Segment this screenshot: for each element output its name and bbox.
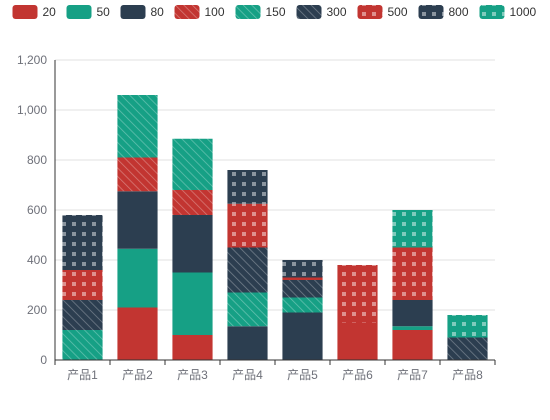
bar-segment-80[interactable] bbox=[227, 326, 268, 360]
bar-segment-80[interactable] bbox=[117, 191, 158, 249]
bar-segment-500[interactable] bbox=[62, 270, 103, 300]
bar-segment-80[interactable] bbox=[172, 215, 213, 273]
legend-item-150[interactable]: 150 bbox=[235, 5, 286, 19]
legend-label: 50 bbox=[97, 5, 111, 19]
bar-segment-20[interactable] bbox=[117, 307, 158, 361]
y-tick-label: 1,200 bbox=[17, 53, 47, 67]
legend-item-50[interactable]: 50 bbox=[66, 5, 111, 19]
bar-segment-500[interactable] bbox=[337, 265, 378, 323]
bar-segment-100[interactable] bbox=[172, 190, 213, 215]
bar-segment-500[interactable] bbox=[282, 277, 323, 281]
bar-segment-50[interactable] bbox=[117, 248, 158, 308]
legend-item-300[interactable]: 300 bbox=[296, 5, 347, 19]
legend-label: 20 bbox=[43, 5, 57, 19]
legend-label: 300 bbox=[327, 5, 347, 19]
bar-segment-800[interactable] bbox=[282, 260, 323, 278]
legend-item-100[interactable]: 100 bbox=[174, 5, 225, 19]
legend-swatch bbox=[66, 5, 92, 19]
bar-segment-80[interactable] bbox=[392, 300, 433, 327]
bar-segment-150[interactable] bbox=[227, 292, 268, 327]
bar-segment-150[interactable] bbox=[172, 138, 213, 190]
legend-item-500[interactable]: 500 bbox=[357, 5, 408, 19]
bar-segment-80[interactable] bbox=[282, 312, 323, 361]
chart-bars bbox=[62, 95, 488, 361]
bar-segment-20[interactable] bbox=[337, 322, 378, 361]
bar-segment-20[interactable] bbox=[172, 335, 213, 360]
x-tick-label: 产品6 bbox=[342, 368, 373, 382]
bar-segment-150[interactable] bbox=[62, 330, 103, 360]
bar-segment-300[interactable] bbox=[227, 247, 268, 293]
legend-swatch bbox=[12, 5, 38, 19]
x-tick-label: 产品5 bbox=[287, 368, 318, 382]
bar-segment-1000[interactable] bbox=[447, 315, 488, 338]
y-tick-label: 200 bbox=[27, 303, 47, 317]
bar-segment-800[interactable] bbox=[227, 170, 268, 204]
bar-segment-150[interactable] bbox=[117, 95, 158, 158]
y-tick-label: 800 bbox=[27, 153, 47, 167]
legend-label: 500 bbox=[388, 5, 408, 19]
x-tick-label: 产品8 bbox=[452, 368, 483, 382]
legend-item-20[interactable]: 20 bbox=[12, 5, 57, 19]
legend-swatch bbox=[479, 5, 505, 19]
x-tick-label: 产品2 bbox=[122, 368, 153, 382]
legend-label: 1000 bbox=[510, 5, 537, 19]
bar-segment-20[interactable] bbox=[392, 330, 433, 360]
bar-segment-300[interactable] bbox=[447, 337, 488, 361]
bar-segment-150[interactable] bbox=[282, 297, 323, 313]
legend-item-1000[interactable]: 1000 bbox=[479, 5, 537, 19]
y-tick-label: 400 bbox=[27, 253, 47, 267]
bar-segment-500[interactable] bbox=[392, 247, 433, 301]
x-tick-label: 产品1 bbox=[67, 368, 98, 382]
x-tick-label: 产品7 bbox=[397, 368, 428, 382]
legend-label: 150 bbox=[266, 5, 286, 19]
legend-item-80[interactable]: 80 bbox=[120, 5, 165, 19]
bar-segment-500[interactable] bbox=[227, 203, 268, 248]
legend-label: 800 bbox=[449, 5, 469, 19]
bar-segment-300[interactable] bbox=[62, 300, 103, 330]
legend-swatch bbox=[120, 5, 146, 19]
legend-item-800[interactable]: 800 bbox=[418, 5, 469, 19]
y-tick-label: 600 bbox=[27, 203, 47, 217]
x-tick-label: 产品4 bbox=[232, 368, 263, 382]
y-tick-label: 0 bbox=[40, 353, 47, 367]
chart-legend[interactable]: 20 50 80 100 150 300 500 800 1000 bbox=[12, 5, 537, 19]
bar-segment-1000[interactable] bbox=[392, 210, 433, 248]
bar-segment-100[interactable] bbox=[117, 157, 158, 192]
chart-axes: 0 200 400 600 800 1,000 1,200 产品1 产品2 产品3 产品4 产品5 产品… bbox=[17, 53, 496, 382]
legend-swatch bbox=[296, 5, 322, 19]
legend-swatch bbox=[357, 5, 383, 19]
bar-segment-300[interactable] bbox=[282, 280, 323, 298]
legend-label: 100 bbox=[205, 5, 225, 19]
bar-segment-800[interactable] bbox=[62, 215, 103, 270]
legend-label: 80 bbox=[151, 5, 165, 19]
legend-swatch bbox=[418, 5, 444, 19]
y-tick-label: 1,000 bbox=[17, 103, 47, 117]
legend-swatch bbox=[174, 5, 200, 19]
legend-swatch bbox=[235, 5, 261, 19]
bar-segment-50[interactable] bbox=[172, 272, 213, 336]
bar-segment-50[interactable] bbox=[392, 326, 433, 330]
x-tick-label: 产品3 bbox=[177, 368, 208, 382]
